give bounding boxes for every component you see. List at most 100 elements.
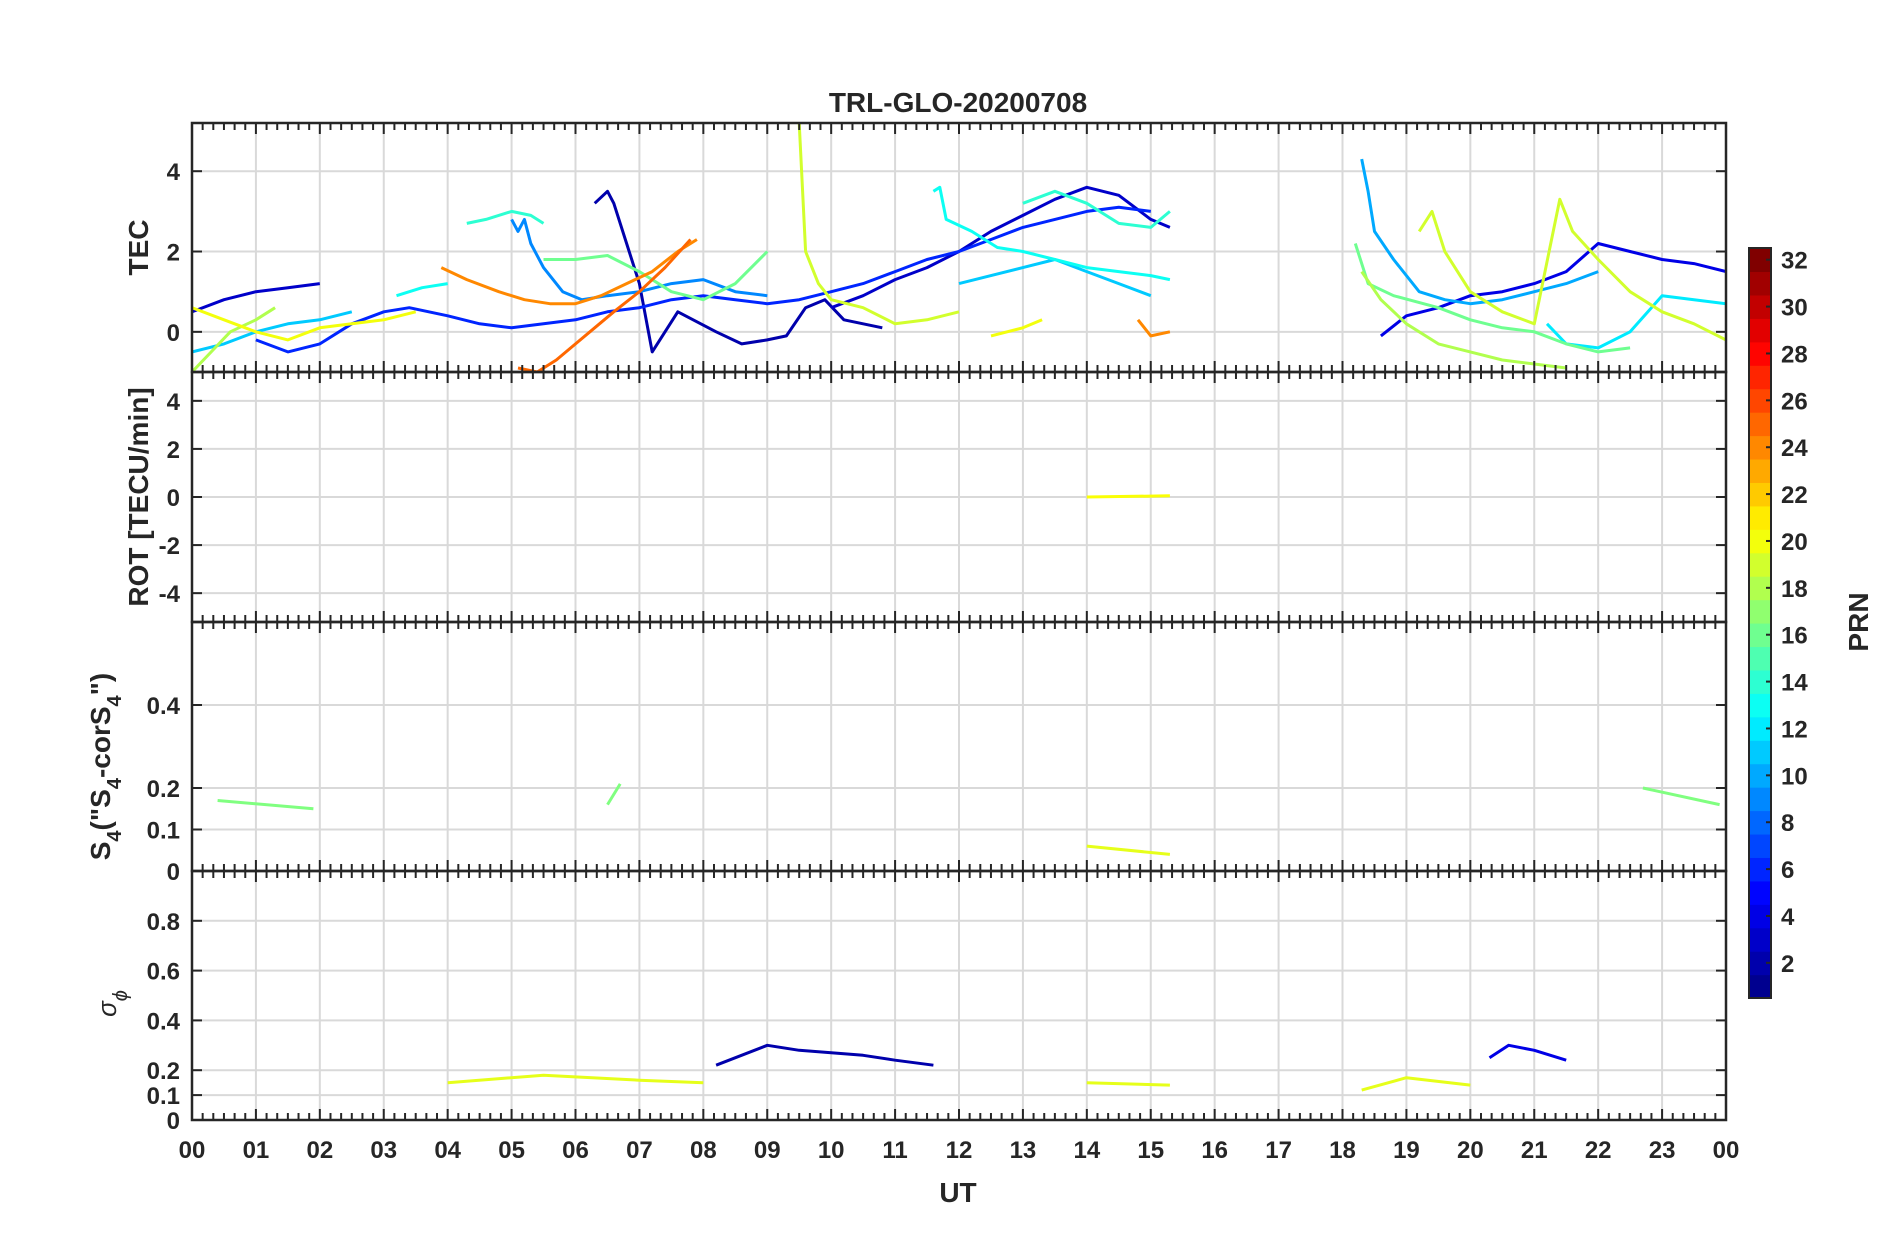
colorbar-frame bbox=[1748, 247, 1772, 999]
colorbar-segment bbox=[1749, 810, 1771, 835]
series-line-prn-2-peak bbox=[715, 1043, 934, 1067]
x-tick-label: 01 bbox=[243, 1137, 270, 1164]
colorbar-segment bbox=[1749, 529, 1771, 554]
series-line-prn-12 bbox=[1545, 294, 1725, 350]
y-tick-label: 0.2 bbox=[147, 776, 180, 803]
colorbar-tick-label: 24 bbox=[1781, 435, 1808, 462]
y-tick-label: 0 bbox=[167, 859, 180, 886]
colorbar-segment bbox=[1749, 857, 1771, 882]
y-tick-label: 0 bbox=[167, 320, 180, 347]
grid bbox=[192, 123, 1726, 372]
colorbar-tick-label: 6 bbox=[1781, 857, 1794, 884]
colorbar-segment bbox=[1749, 763, 1771, 788]
y-tick-label: 4 bbox=[167, 389, 181, 416]
colorbar-segment bbox=[1749, 599, 1771, 624]
x-tick-label: 04 bbox=[434, 1137, 461, 1164]
series-line-prn-4 bbox=[1379, 242, 1725, 338]
grid bbox=[192, 871, 1726, 1120]
x-tick-label: 23 bbox=[1649, 1137, 1676, 1164]
colorbar-segment bbox=[1749, 412, 1771, 437]
x-tick-label: 08 bbox=[690, 1137, 717, 1164]
colorbar-segment bbox=[1749, 505, 1771, 530]
y-axis-label: S4("S4-corS4") bbox=[85, 673, 126, 861]
series-line-prn-20 bbox=[193, 306, 1043, 342]
y-tick-label: 0.1 bbox=[147, 1083, 180, 1110]
x-tick-label: 18 bbox=[1329, 1137, 1356, 1164]
series-line-prn-19 bbox=[797, 124, 1725, 342]
x-tick-label: 00 bbox=[1713, 1137, 1740, 1164]
colorbar-tick-label: 26 bbox=[1781, 388, 1808, 415]
colorbar-tick-label: 22 bbox=[1781, 482, 1808, 509]
y-tick-label: 0.1 bbox=[147, 818, 180, 845]
figure-title: TRL-GLO-20200708 bbox=[829, 87, 1087, 118]
colorbar-segment bbox=[1749, 435, 1771, 460]
series-line-prn-4-peak bbox=[1488, 1043, 1567, 1062]
series-line-peaks bbox=[217, 783, 1720, 811]
panel-sigma-phi: 00.10.2 0.4 0.6 0.8 σϕ bbox=[92, 869, 1728, 1135]
x-tick-label: 13 bbox=[1010, 1137, 1037, 1164]
colorbar-segment bbox=[1749, 623, 1771, 648]
y-tick-labels: 00.10.2 0.4 0.6 0.8 bbox=[147, 909, 1726, 1135]
x-tick-label: 05 bbox=[498, 1137, 525, 1164]
colorbar-tick-label: 8 bbox=[1781, 810, 1794, 837]
colorbar-segment bbox=[1749, 927, 1771, 952]
y-tick-labels: 0 2 4 bbox=[167, 159, 1726, 347]
y-tick-labels: -4 -2 0 2 4 bbox=[159, 389, 1726, 608]
colorbar-label: PRN bbox=[1843, 592, 1874, 651]
series-line-prn-14 bbox=[466, 189, 1171, 229]
colorbar-segment bbox=[1749, 833, 1771, 858]
colorbar-segment bbox=[1749, 271, 1771, 296]
x-tick-label: 03 bbox=[370, 1137, 397, 1164]
colorbar-segment bbox=[1749, 974, 1771, 999]
y-tick-label: 0.4 bbox=[147, 693, 181, 720]
colorbar-segment bbox=[1749, 669, 1771, 694]
series-line-prn-13 bbox=[396, 185, 1171, 298]
colorbar-tick-label: 18 bbox=[1781, 576, 1808, 603]
x-tick-labels: 00 01 02 03 04 05 06 07 08 09 10 11 12 13 14 15 16 17 18 19… bbox=[179, 1137, 1740, 1164]
x-tick-label: 16 bbox=[1201, 1137, 1228, 1164]
y-tick-label: 0 bbox=[167, 1108, 180, 1135]
series-line-prn-24 bbox=[440, 238, 1171, 338]
x-tick-label: 00 bbox=[179, 1137, 206, 1164]
x-tick-label: 14 bbox=[1073, 1137, 1100, 1164]
panel-tec: 0 2 4 TEC bbox=[123, 121, 1728, 374]
colorbar-segment bbox=[1749, 576, 1771, 601]
colorbar-segment bbox=[1749, 482, 1771, 507]
series-group bbox=[193, 124, 1725, 371]
colorbar-tick-label: 32 bbox=[1781, 248, 1808, 275]
grid bbox=[192, 622, 1726, 871]
colorbar-tick-label: 2 bbox=[1781, 951, 1794, 978]
x-tick-label: 02 bbox=[306, 1137, 333, 1164]
y-tick-label: 2 bbox=[167, 437, 180, 464]
series-group bbox=[217, 783, 1726, 855]
colorbar-segment bbox=[1749, 787, 1771, 812]
x-tick-label: 15 bbox=[1137, 1137, 1164, 1164]
colorbar-segment bbox=[1749, 552, 1771, 577]
y-tick-label: -2 bbox=[159, 533, 180, 560]
x-axis-label: UT bbox=[939, 1177, 976, 1208]
colorbar-segment bbox=[1749, 693, 1771, 718]
y-tick-label: -4 bbox=[159, 581, 181, 608]
x-tick-label: 10 bbox=[818, 1137, 845, 1164]
colorbar-tick-label: 10 bbox=[1781, 763, 1808, 790]
colorbar-tick-label: 14 bbox=[1781, 670, 1808, 697]
x-tick-label: 12 bbox=[946, 1137, 973, 1164]
x-ticks bbox=[191, 871, 1727, 1120]
colorbar-segment bbox=[1749, 880, 1771, 905]
series-line-prn-3 bbox=[193, 185, 1171, 314]
colorbar-segment bbox=[1749, 740, 1771, 765]
y-tick-label: 0 bbox=[167, 485, 180, 512]
series-line-prn-6 bbox=[255, 205, 1151, 354]
colorbar-segment bbox=[1749, 458, 1771, 483]
y-tick-label: 2 bbox=[167, 240, 180, 267]
y-tick-label: 4 bbox=[167, 159, 181, 186]
x-tick-label: 11 bbox=[882, 1137, 907, 1164]
y-tick-label: 0.2 bbox=[147, 1058, 180, 1085]
colorbar-segment bbox=[1749, 716, 1771, 741]
colorbar-segment bbox=[1749, 341, 1771, 366]
x-tick-label: 22 bbox=[1585, 1137, 1612, 1164]
colorbar-tick-label: 28 bbox=[1781, 341, 1808, 368]
